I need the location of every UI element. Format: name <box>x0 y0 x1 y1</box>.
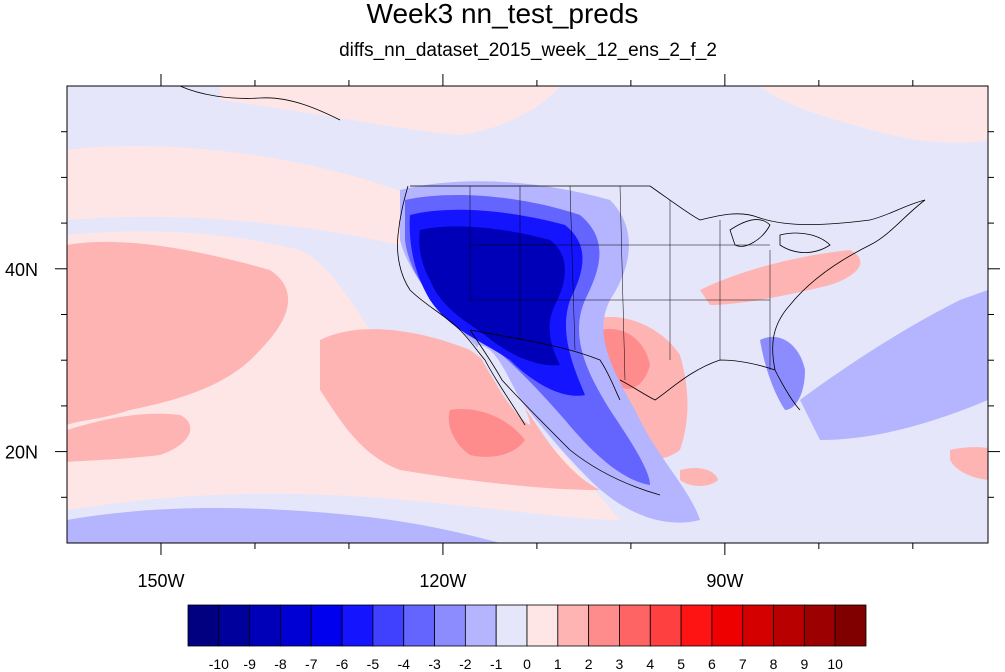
colorbar-label: 3 <box>616 656 624 672</box>
colorbar-labels: -10 -9 -8 -7 -6 -5 -4 -3 -2 -1 0 1 2 3 4 5 6 7 8 9 10 <box>209 656 843 672</box>
north-top-warm-east <box>760 86 988 143</box>
colorbar-swatch <box>803 604 836 647</box>
colorbar-label: 4 <box>646 656 654 672</box>
colorbar-swatch <box>434 604 466 647</box>
colorbar-label: -10 <box>209 656 229 672</box>
plot-subtitle: diffs_nn_dataset_2015_week_12_ens_2_f_2 <box>339 40 717 61</box>
colorbar-label: -9 <box>243 656 256 672</box>
colorbar-swatch <box>310 604 343 647</box>
ohio-valley-pink <box>700 250 861 305</box>
colorbar-label: 7 <box>739 656 747 672</box>
colorbar-swatch <box>341 604 374 647</box>
colorbar-swatch <box>495 604 528 647</box>
colorbar-swatch <box>403 604 435 647</box>
atlantic-coastline <box>772 199 926 371</box>
colorbar-swatch <box>372 604 405 647</box>
colorbar-label: -4 <box>398 656 411 672</box>
west-deep-blue <box>419 226 565 366</box>
mexico-west-coastline <box>501 379 661 496</box>
colorbar-label: -5 <box>367 656 380 672</box>
plot-title: Week3 nn_test_preds <box>366 0 639 29</box>
colorbar-label: 8 <box>770 656 778 672</box>
colorbar-label: 10 <box>827 656 843 672</box>
great-lakes <box>729 219 831 253</box>
colorbar-swatch <box>588 604 620 647</box>
west-coastline <box>397 185 486 361</box>
colorbar-label: 5 <box>677 656 685 672</box>
gulf-coastline <box>619 359 801 411</box>
colorbar-swatch <box>773 604 805 647</box>
colorbar-label: -6 <box>336 656 349 672</box>
colorbar-swatch <box>742 604 774 647</box>
colorbar-label: 0 <box>523 656 531 672</box>
colorbar-label: 1 <box>554 656 562 672</box>
mexico-border <box>469 329 621 401</box>
state-lines <box>469 185 771 381</box>
colorbar-swatch <box>526 604 559 647</box>
colorbar-swatch <box>834 604 867 647</box>
colorbar-swatch <box>649 604 682 647</box>
caribbean-pink <box>680 468 718 486</box>
axis-ticks <box>55 74 1000 555</box>
baja-offshore-red <box>448 409 525 457</box>
baja-coastline <box>469 329 526 426</box>
pacific-south-blue <box>67 508 500 543</box>
canada-border <box>410 185 926 226</box>
colorbar-label: 2 <box>585 656 593 672</box>
colorbar-swatch <box>249 604 281 647</box>
colorbar-label: -7 <box>305 656 318 672</box>
hawaii-pink <box>67 413 191 462</box>
map-field <box>67 86 988 543</box>
gulf-atlantic-blue <box>800 290 988 440</box>
alaska-coast <box>179 86 341 121</box>
lat-tick-label: 20N <box>5 443 38 463</box>
colorbar-swatch <box>464 604 497 647</box>
axis-tick-labels: 150W 120W 90W 40N 20N <box>5 260 743 591</box>
colorbar-label: 9 <box>800 656 808 672</box>
florida-blue <box>760 336 805 410</box>
coastlines <box>179 86 926 496</box>
lon-tick-label: 90W <box>706 571 743 591</box>
colorbar-label: 6 <box>708 656 716 672</box>
colorbar-label: -2 <box>459 656 472 672</box>
colorbar-label: -3 <box>428 656 441 672</box>
colorbar-swatch <box>280 604 312 647</box>
colorbar-swatch <box>557 604 590 647</box>
colorbar-label: -8 <box>274 656 287 672</box>
colorbar-swatch <box>218 604 251 647</box>
colorbar-swatch <box>680 604 713 647</box>
colorbar-swatch <box>187 604 220 647</box>
lat-tick-label: 40N <box>5 260 38 280</box>
north-top-warm <box>220 86 560 135</box>
colorbar <box>187 604 867 647</box>
colorbar-label: -1 <box>490 656 503 672</box>
lon-tick-label: 120W <box>419 571 466 591</box>
central-pacific-pink <box>67 241 289 425</box>
colorbar-swatch <box>619 604 651 647</box>
lon-tick-label: 150W <box>137 571 184 591</box>
colorbar-swatch <box>711 604 744 647</box>
baja-peninsula-white <box>477 345 530 425</box>
north-pacific-warm-band <box>67 146 420 250</box>
east-edge-pink <box>950 447 988 480</box>
